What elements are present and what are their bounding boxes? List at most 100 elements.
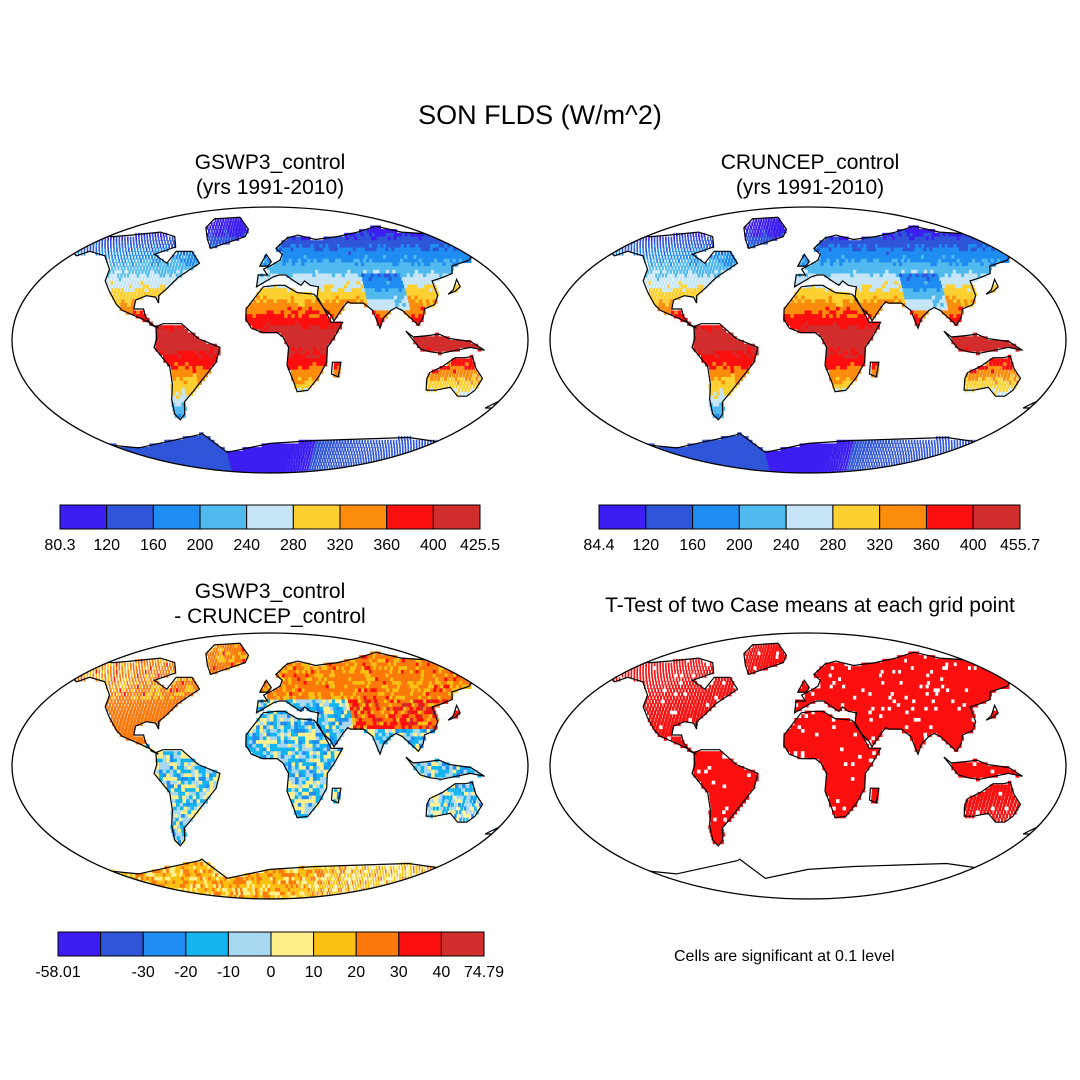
map-grid-cell (438, 373, 442, 378)
map-grid-cell (320, 443, 323, 448)
map-grid-cell (206, 454, 212, 459)
map-grid-cell (267, 443, 271, 448)
map-grid-cell (684, 273, 687, 278)
map-grid-cell (291, 369, 296, 374)
map-grid-cell (862, 266, 867, 271)
map-grid-cell (887, 240, 893, 245)
map-grid-cell (689, 277, 693, 282)
map-grid-cell (170, 358, 175, 363)
map-grid-cell (214, 461, 220, 467)
map-grid-cell (304, 299, 309, 304)
map-grid-cell (424, 443, 426, 448)
map-grid-cell (287, 310, 292, 315)
map-grid-cell (177, 413, 183, 419)
map-grid-cell (418, 299, 424, 304)
map-grid-cell (365, 291, 371, 297)
map-grid-cell (388, 303, 394, 308)
map-grid-cell (234, 218, 238, 223)
map-grid-cell (829, 255, 834, 260)
map-grid-cell (355, 439, 358, 445)
map-grid-cell (946, 262, 952, 267)
map-grid-cell (325, 447, 328, 452)
map-grid-cell (305, 321, 310, 326)
map-grid-cell (368, 288, 373, 293)
map-grid-cell (147, 240, 149, 245)
map-grid-cell (682, 240, 684, 245)
map-grid-cell (372, 310, 377, 315)
map-grid-cell (207, 439, 212, 445)
map-grid-cell (202, 358, 207, 363)
map-grid-cell (370, 443, 373, 448)
map-grid-cell (333, 280, 338, 286)
map-grid-cell (655, 280, 658, 286)
map-grid-cell (133, 243, 135, 249)
map-grid-cell (695, 236, 698, 241)
map-grid-cell (194, 436, 200, 441)
map-grid-cell (298, 310, 303, 315)
map-grid-cell (344, 469, 346, 473)
map-grid-cell (302, 328, 307, 334)
map-grid-cell (657, 251, 660, 256)
map-grid-cell (650, 284, 653, 289)
map-grid-cell (982, 266, 989, 271)
map-grid-cell (826, 255, 831, 260)
map-grid-cell (452, 443, 454, 448)
map-grid-cell (173, 447, 180, 452)
map-grid-cell (300, 458, 304, 463)
map-grid-cell (236, 458, 241, 463)
map-grid-cell (157, 465, 163, 470)
map-grid-cell (130, 273, 133, 278)
map-grid-cell (373, 465, 375, 470)
map-grid-cell (280, 332, 285, 337)
panel-title-ttest: T-Test of two Case means at each grid po… (540, 593, 1080, 618)
map-grid-cell (445, 340, 450, 345)
map-grid-cell (238, 469, 243, 473)
map-grid-cell (119, 284, 122, 289)
map-grid-cell (314, 447, 317, 452)
map-grid-cell (454, 358, 459, 363)
map-grid-cell (105, 458, 113, 463)
map-grid-cell (770, 229, 773, 234)
map-grid-cell (167, 269, 170, 275)
map-grid-cell (174, 443, 180, 448)
map-grid-cell (218, 465, 223, 470)
map-grid-cell (938, 266, 944, 271)
map-grid-cell (375, 258, 381, 264)
map-grid-cell (309, 362, 313, 367)
map-grid-cell (205, 347, 210, 352)
map-grid-cell (112, 269, 115, 275)
map-grid-cell (370, 465, 373, 470)
map-grid-cell (192, 369, 198, 374)
map-grid-cell (879, 273, 885, 278)
map-grid-cell (410, 447, 412, 452)
map-grid-cell (308, 376, 313, 382)
map-grid-cell (341, 439, 344, 445)
map-grid-cell (281, 247, 286, 252)
map-grid-cell (375, 225, 382, 230)
map-grid-cell (325, 454, 328, 459)
map-grid-cell (466, 391, 469, 397)
map-grid-cell (650, 243, 653, 249)
map-grid-cell (448, 384, 452, 389)
map-grid-cell (382, 465, 385, 470)
map-grid-cell (874, 266, 880, 271)
map-grid-cell (710, 240, 713, 245)
map-grid-cell (683, 277, 686, 282)
map-grid-cell (225, 225, 228, 230)
map-grid-cell (654, 262, 657, 267)
map-grid-cell (452, 343, 457, 348)
map-grid-cell (171, 266, 175, 271)
map-grid-cell (237, 218, 240, 223)
map-grid-cell (196, 454, 202, 459)
map-grid-cell (197, 436, 203, 441)
map-grid-cell (464, 388, 467, 393)
map-grid-cell (204, 439, 209, 445)
map-grid-cell (308, 458, 311, 463)
map-grid-cell (886, 251, 891, 256)
map-grid-cell (639, 251, 642, 256)
map-grid-cell (853, 269, 858, 275)
map-grid-cell (755, 225, 758, 230)
map-grid-cell (219, 461, 224, 467)
map-grid-cell (416, 340, 422, 345)
map-grid-cell (445, 384, 448, 389)
